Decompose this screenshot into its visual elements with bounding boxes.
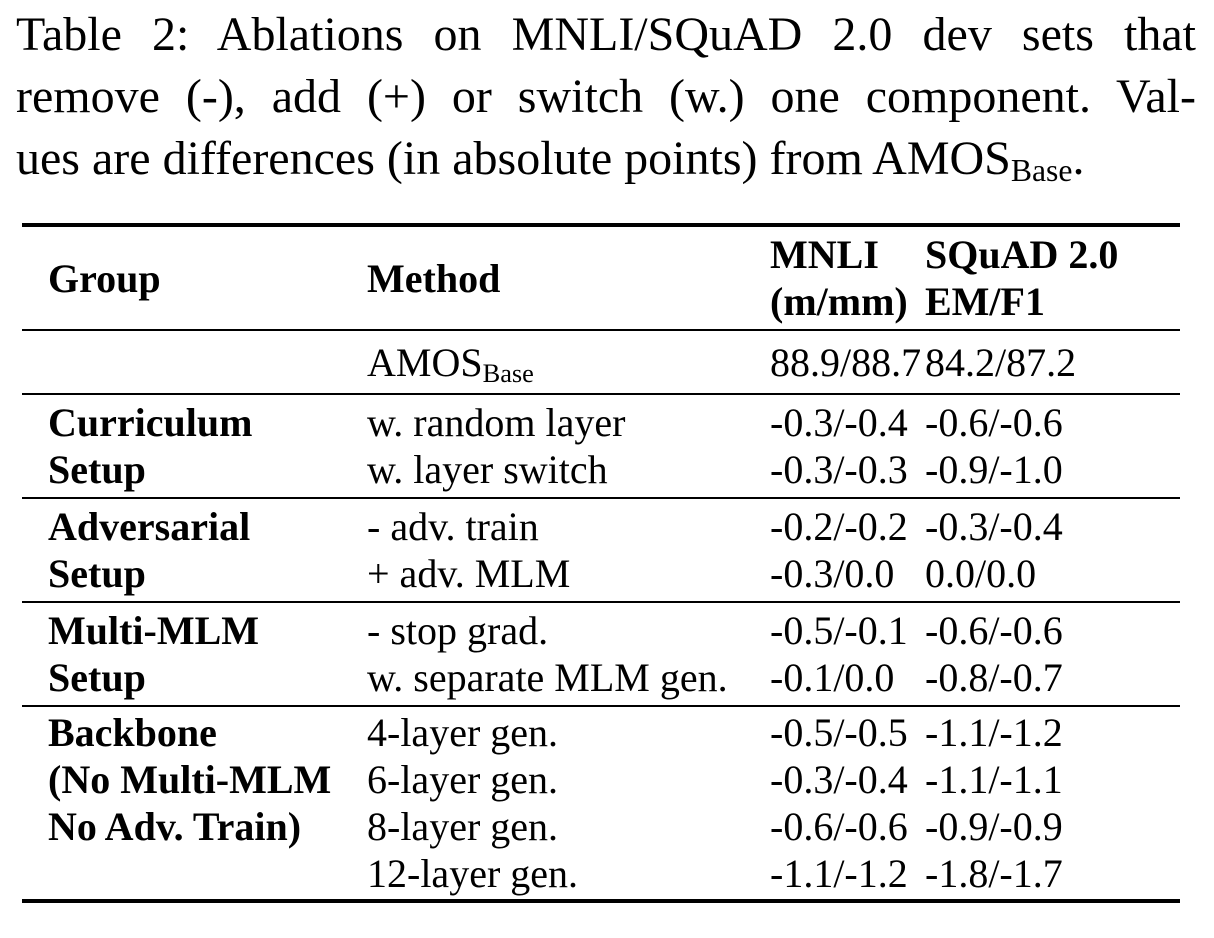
header-squad-line2: EM/F1	[925, 279, 1045, 324]
table-header-row: Group Method MNLI (m/mm) SQuAD 2.0 EM/F1	[22, 227, 1180, 329]
header-mnli-line2: (m/mm)	[770, 279, 908, 324]
group-name-line: Setup	[48, 447, 146, 492]
group-name-line: Curriculum	[48, 400, 253, 445]
method-cells: 4-layer gen. 6-layer gen. 8-layer gen. 1…	[367, 709, 770, 897]
method-cells: w. random layer w. layer switch	[367, 399, 770, 493]
group-name-line: No Adv. Train)	[48, 804, 302, 849]
caption-period: .	[1072, 132, 1085, 185]
table-caption: Table 2: Ablations on MNLI/SQuAD 2.0 dev…	[16, 4, 1196, 190]
baseline-mnli-value: 88.9/88.7	[770, 340, 922, 385]
mnli-value: -0.3/-0.3	[770, 447, 908, 492]
group-name-line: Backbone	[48, 710, 217, 755]
group-name-line: Adversarial	[48, 504, 251, 549]
caption-line: remove (-), add (+) or switch (w.) one c…	[16, 70, 1196, 123]
mnli-cells: -0.5/-0.1 -0.1/0.0	[770, 607, 925, 701]
table-bottom-rule	[22, 899, 1180, 903]
mnli-cells: -0.5/-0.5 -0.3/-0.4 -0.6/-0.6 -1.1/-1.2	[770, 709, 925, 897]
header-mnli-line1: MNLI	[770, 232, 879, 277]
mnli-cells: -0.3/-0.4 -0.3/-0.3	[770, 399, 925, 493]
group-name: Curriculum Setup	[22, 399, 367, 493]
header-group: Group	[48, 255, 161, 301]
table-top-rule	[22, 223, 1180, 227]
method-cells: - adv. train + adv. MLM	[367, 503, 770, 597]
ablation-table: Group Method MNLI (m/mm) SQuAD 2.0 EM/F1…	[22, 223, 1180, 903]
header-method: Method	[367, 255, 501, 301]
caption-text: ues are differences (in absolute points)…	[16, 132, 1011, 185]
method-cell: 4-layer gen.	[367, 710, 559, 755]
baseline-method-subscript: Base	[482, 357, 534, 388]
method-cell: w. random layer	[367, 400, 626, 445]
mnli-value: -0.3/0.0	[770, 551, 895, 596]
mnli-value: -1.1/-1.2	[770, 851, 908, 896]
baseline-method: AMOSBase	[367, 339, 770, 386]
method-cell: + adv. MLM	[367, 551, 571, 596]
squad-value: -0.3/-0.4	[925, 504, 1063, 549]
baseline-group-empty	[22, 339, 367, 386]
mnli-cells: -0.2/-0.2 -0.3/0.0	[770, 503, 925, 597]
section-backbone: Backbone (No Multi-MLM No Adv. Train) 4-…	[22, 705, 1180, 899]
group-name: Adversarial Setup	[22, 503, 367, 597]
method-cells: - stop grad. w. separate MLM gen.	[367, 607, 770, 701]
method-cell: 8-layer gen.	[367, 804, 559, 849]
squad-cells: -1.1/-1.2 -1.1/-1.1 -0.9/-0.9 -1.8/-1.7	[925, 709, 1180, 897]
method-cell: 6-layer gen.	[367, 757, 559, 802]
squad-value: -0.9/-0.9	[925, 804, 1063, 849]
squad-value: -0.6/-0.6	[925, 608, 1063, 653]
group-name-line: Multi-MLM	[48, 608, 260, 653]
group-name-line: Setup	[48, 655, 146, 700]
header-mnli: MNLI (m/mm)	[770, 231, 925, 325]
squad-value: -1.1/-1.1	[925, 757, 1063, 802]
squad-value: 0.0/0.0	[925, 551, 1037, 596]
mnli-value: -0.6/-0.6	[770, 804, 908, 849]
mnli-value: -0.3/-0.4	[770, 757, 908, 802]
section-adversarial-setup: Adversarial Setup - adv. train + adv. ML…	[22, 497, 1180, 601]
baseline-method-name: AMOS	[367, 340, 483, 385]
group-name: Multi-MLM Setup	[22, 607, 367, 701]
group-name-line: Setup	[48, 551, 146, 596]
group-name-line: (No Multi-MLM	[48, 757, 332, 802]
baseline-row: AMOSBase 88.9/88.7 84.2/87.2	[22, 329, 1180, 393]
header-squad-line1: SQuAD 2.0	[925, 232, 1119, 277]
method-cell: - adv. train	[367, 504, 539, 549]
group-name: Backbone (No Multi-MLM No Adv. Train)	[22, 709, 367, 897]
mnli-value: -0.5/-0.1	[770, 608, 908, 653]
caption-line: ues are differences (in absolute points)…	[16, 128, 1196, 190]
mnli-value: -0.2/-0.2	[770, 504, 908, 549]
squad-value: -1.1/-1.2	[925, 710, 1063, 755]
baseline-squad-value: 84.2/87.2	[925, 340, 1077, 385]
section-multi-mlm-setup: Multi-MLM Setup - stop grad. w. separate…	[22, 601, 1180, 705]
squad-cells: -0.3/-0.4 0.0/0.0	[925, 503, 1180, 597]
squad-cells: -0.6/-0.6 -0.8/-0.7	[925, 607, 1180, 701]
squad-value: -1.8/-1.7	[925, 851, 1063, 896]
header-squad: SQuAD 2.0 EM/F1	[925, 231, 1180, 325]
squad-cells: -0.6/-0.6 -0.9/-1.0	[925, 399, 1180, 493]
mnli-value: -0.5/-0.5	[770, 710, 908, 755]
caption-subscript: Base	[1010, 152, 1073, 188]
squad-value: -0.6/-0.6	[925, 400, 1063, 445]
squad-value: -0.9/-1.0	[925, 447, 1063, 492]
caption-line: Table 2: Ablations on MNLI/SQuAD 2.0 dev…	[16, 8, 1196, 61]
section-curriculum-setup: Curriculum Setup w. random layer w. laye…	[22, 393, 1180, 497]
method-cell: 12-layer gen.	[367, 851, 579, 896]
squad-value: -0.8/-0.7	[925, 655, 1063, 700]
mnli-value: -0.1/0.0	[770, 655, 895, 700]
mnli-value: -0.3/-0.4	[770, 400, 908, 445]
method-cell: w. layer switch	[367, 447, 608, 492]
method-cell: - stop grad.	[367, 608, 549, 653]
method-cell: w. separate MLM gen.	[367, 655, 728, 700]
